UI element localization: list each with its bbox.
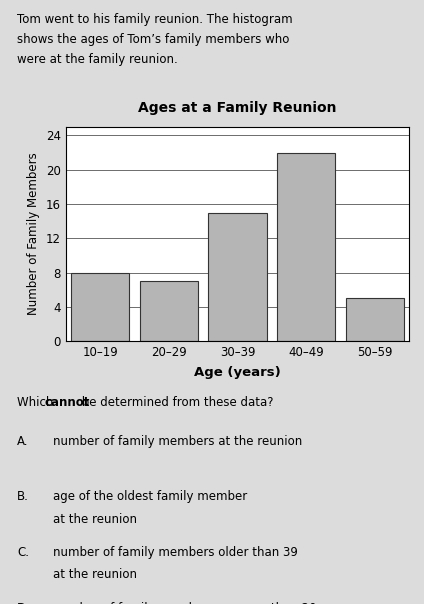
Text: Which: Which xyxy=(17,396,57,409)
Text: cannot: cannot xyxy=(45,396,90,409)
Bar xyxy=(208,213,267,341)
X-axis label: Age (years): Age (years) xyxy=(194,366,281,379)
Text: D.: D. xyxy=(17,602,30,604)
Y-axis label: Number of Family Members: Number of Family Members xyxy=(27,153,40,315)
Text: at the reunion: at the reunion xyxy=(53,513,137,526)
Text: number of family members older than 39: number of family members older than 39 xyxy=(53,546,298,559)
Text: number of family members younger than 20: number of family members younger than 20 xyxy=(53,602,316,604)
Bar xyxy=(277,153,335,341)
Text: C.: C. xyxy=(17,546,29,559)
Text: at the reunion: at the reunion xyxy=(53,568,137,582)
Text: number of family members at the reunion: number of family members at the reunion xyxy=(53,435,302,448)
Text: were at the family reunion.: were at the family reunion. xyxy=(17,53,178,66)
Bar xyxy=(139,281,198,341)
Text: Ages at a Family Reunion: Ages at a Family Reunion xyxy=(138,101,337,115)
Text: be determined from these data?: be determined from these data? xyxy=(78,396,273,409)
Text: shows the ages of Tom’s family members who: shows the ages of Tom’s family members w… xyxy=(17,33,289,46)
Text: age of the oldest family member: age of the oldest family member xyxy=(53,490,247,504)
Text: A.: A. xyxy=(17,435,28,448)
Bar xyxy=(71,272,129,341)
Text: B.: B. xyxy=(17,490,29,504)
Text: Tom went to his family reunion. The histogram: Tom went to his family reunion. The hist… xyxy=(17,13,293,26)
Bar xyxy=(346,298,404,341)
